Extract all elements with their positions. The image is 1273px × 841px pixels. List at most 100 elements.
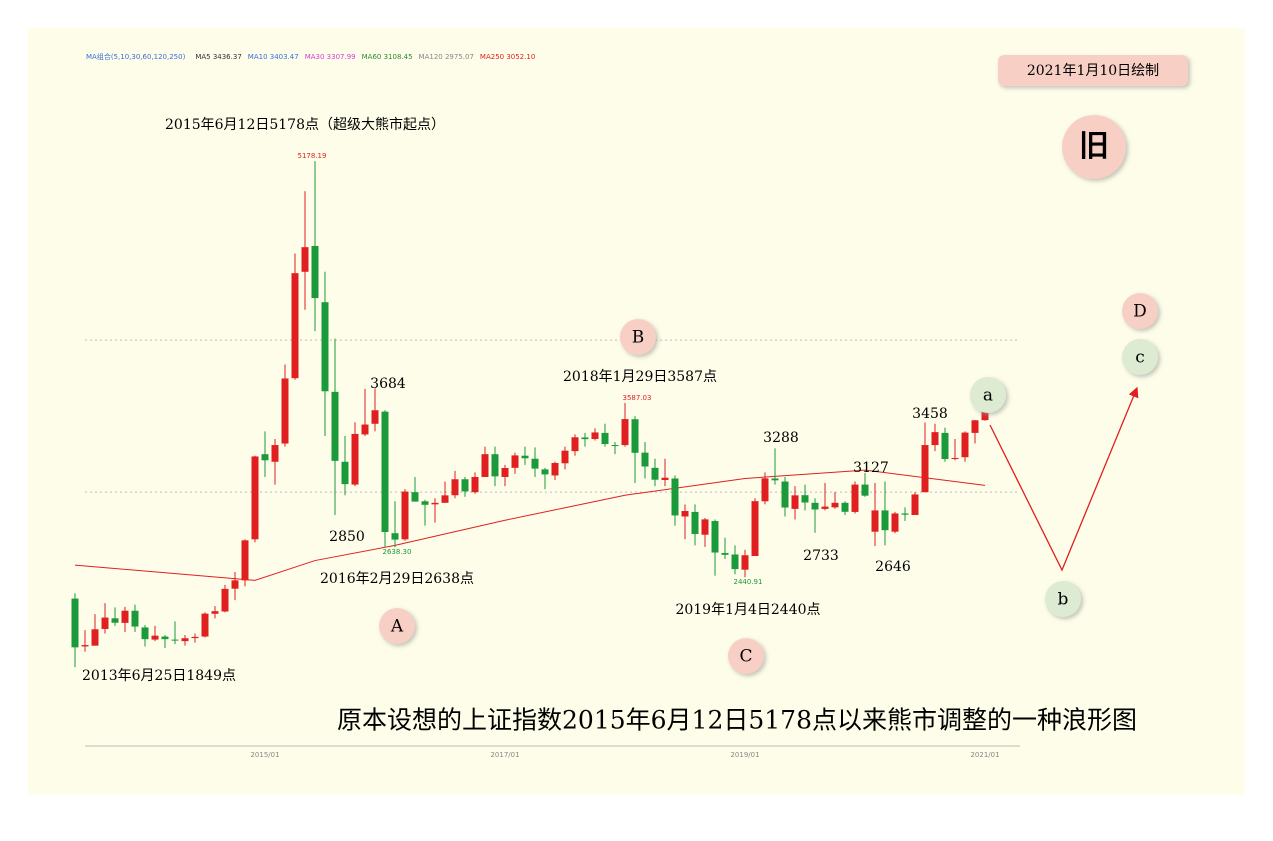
candle-body xyxy=(261,454,269,461)
candle-body xyxy=(391,533,399,540)
candle-body xyxy=(501,468,509,477)
candle-body xyxy=(981,411,989,421)
candle-body xyxy=(711,521,719,553)
x-tick-label: 2017/01 xyxy=(490,751,519,759)
candle-body xyxy=(231,580,239,589)
candle-body xyxy=(421,501,429,505)
wave-label: b xyxy=(1058,590,1069,610)
candle-body xyxy=(591,432,599,439)
wave-label: c xyxy=(1135,348,1145,368)
candle-body xyxy=(311,245,319,299)
candle-body xyxy=(581,437,589,440)
candle-body xyxy=(81,645,89,647)
candle-body xyxy=(461,479,469,492)
candle-body xyxy=(101,617,109,629)
candle-body xyxy=(691,511,699,534)
annotation: 2850 xyxy=(329,529,365,545)
candle-body xyxy=(571,437,579,452)
candle-body xyxy=(121,610,129,623)
wave-circle xyxy=(970,377,1006,413)
annotation: 2638.30 xyxy=(383,548,412,556)
annotation: 3587.03 xyxy=(623,394,652,402)
candle-body xyxy=(821,506,829,509)
candle-body xyxy=(201,613,209,637)
candle-body xyxy=(111,618,119,623)
candle-body xyxy=(891,513,899,532)
badge: 旧 xyxy=(1079,129,1109,164)
candle-body xyxy=(671,478,679,516)
wave-circle xyxy=(728,638,764,674)
candle-body xyxy=(931,432,939,446)
wave-circle xyxy=(379,608,415,644)
annotation: 2016年2月29日2638点 xyxy=(320,571,474,587)
candle-body xyxy=(731,554,739,570)
candle-body xyxy=(291,273,299,379)
candle-body xyxy=(281,378,289,444)
candle-body xyxy=(951,457,959,459)
annotation: 2733 xyxy=(803,548,839,564)
candle-body xyxy=(901,513,909,515)
candle-body xyxy=(871,510,879,532)
candle-body xyxy=(741,555,749,570)
candle-body xyxy=(161,636,169,640)
candle-body xyxy=(721,552,729,555)
candle-body xyxy=(811,502,819,510)
candle-body xyxy=(141,627,149,640)
wave-label: B xyxy=(632,328,645,348)
candle-body xyxy=(841,502,849,512)
candle-body xyxy=(251,456,259,540)
candle-body xyxy=(641,452,649,467)
ma-line xyxy=(74,469,986,581)
candle-body xyxy=(131,610,139,627)
candle-body xyxy=(171,639,179,641)
wave-label: a xyxy=(983,386,993,406)
candle-body xyxy=(881,510,889,531)
legend-item: MA120 2975.07 xyxy=(419,53,474,61)
x-tick-label: 2015/01 xyxy=(250,751,279,759)
candle-body xyxy=(301,247,309,272)
legend-title: MA组合(5,10,30,60,120,250) xyxy=(86,52,186,61)
candle-body xyxy=(211,611,219,614)
candle-body xyxy=(971,420,979,433)
candle-body xyxy=(221,588,229,612)
annotation: 3288 xyxy=(763,430,799,446)
candle-body xyxy=(441,495,449,503)
candle-body xyxy=(541,469,549,475)
candle-body xyxy=(351,433,359,485)
annotation: 2015年6月12日5178点（超级大熊市起点） xyxy=(165,116,445,133)
legend-item: MA5 3436.37 xyxy=(195,53,241,61)
candle-body xyxy=(601,432,609,444)
candle-body xyxy=(791,495,799,509)
projection xyxy=(989,386,1139,572)
badge-circle xyxy=(1062,115,1126,179)
candle-body xyxy=(551,462,559,476)
candle-body xyxy=(781,481,789,508)
candle-body xyxy=(561,450,569,464)
candle-body xyxy=(361,424,369,435)
candle-body xyxy=(961,432,969,458)
candle-body xyxy=(481,454,489,477)
candle-body xyxy=(71,598,79,648)
wave-circle xyxy=(1045,581,1081,617)
candle-body xyxy=(191,636,199,639)
candle-body xyxy=(701,519,709,535)
legend-item: MA10 3403.47 xyxy=(248,53,299,61)
chart-title: 原本设想的上证指数2015年6月12日5178点以来熊市调整的一种浪形图 xyxy=(337,706,1137,735)
candle-body xyxy=(241,540,249,581)
candle-body xyxy=(271,445,279,462)
candle-body xyxy=(521,455,529,459)
candle-body xyxy=(91,629,99,646)
candle-body xyxy=(801,495,809,503)
stamp: 2021年1月10日绘制 xyxy=(1027,63,1159,79)
candle-body xyxy=(751,501,759,557)
annotation: 2646 xyxy=(875,559,911,575)
candle-body xyxy=(401,491,409,540)
candle-body xyxy=(451,479,459,496)
candle-body xyxy=(431,502,439,505)
candle-body xyxy=(381,411,389,532)
legend-item: MA60 3108.45 xyxy=(362,53,413,61)
wave-label: C xyxy=(739,647,752,667)
legend-item: MA250 3052.10 xyxy=(480,53,535,61)
candle-body xyxy=(491,454,499,477)
